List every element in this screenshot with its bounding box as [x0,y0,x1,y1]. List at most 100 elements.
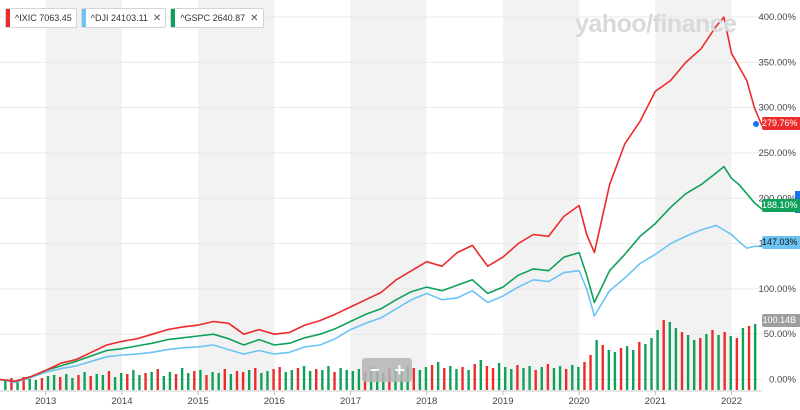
volume-bar [34,380,38,390]
volume-bar [418,370,422,390]
volume-bar [729,336,732,390]
volume-bar [717,335,720,390]
series-endpoint-marker [753,121,759,127]
volume-bar [632,350,635,390]
x-tick-label: 2016 [264,396,285,407]
y-tick-label: 0.00% [769,374,796,385]
volume-bar [296,368,300,390]
y-tick-label: 350.00% [758,57,796,68]
volume-bar [705,334,708,390]
volume-bar [699,338,702,390]
volume-bar [619,348,623,390]
legend-chip-gspc[interactable]: ^GSPC 2640.87 ✕ [170,8,264,28]
volume-bar [680,332,684,390]
volume-bar [327,366,330,390]
volume-bar [662,320,665,390]
volume-bar [638,342,641,390]
volume-bar [491,368,495,390]
legend: ^IXIC 7063.45 ^DJI 24103.11 ✕ ^GSPC 2640… [5,8,264,28]
legend-symbol: ^DJI [90,13,109,23]
close-icon[interactable]: ✕ [152,12,162,24]
volume-bar [40,378,44,390]
volume-bar [101,375,105,390]
volume-bar [650,338,653,390]
year-band [350,0,427,391]
volume-bar [138,375,141,390]
volume-bar [741,328,745,390]
year-bands [45,0,732,391]
legend-chip-dji[interactable]: ^DJI 24103.11 ✕ [80,8,167,28]
volume-bar [119,373,123,390]
gspc-swatch [171,9,176,27]
volume-bar [443,368,446,390]
volume-bar [315,369,318,390]
series-line-ixic [0,16,763,383]
volume-bar [424,367,428,390]
volume-bar [107,371,111,390]
dji-swatch [81,9,86,27]
y-tick-label: 300.00% [758,103,796,114]
volume-bar [540,367,543,390]
volume-bar [528,366,531,390]
y-tick-label: 250.00% [758,148,796,159]
volume-bar [89,376,92,390]
volume-bar [504,367,507,390]
price-lines [0,16,763,384]
volume-bar [95,374,98,390]
volume-bar [132,370,135,390]
volume-bar [52,375,56,390]
volume-bar [351,371,355,390]
volume-bar [187,373,190,390]
volume-bar [229,374,233,390]
volume-bar [71,378,74,390]
volume-bar [613,352,617,390]
volume-bar [473,364,476,390]
volume-bar [467,370,470,390]
zoom-control: − + [362,358,412,382]
volume-bar [357,369,361,390]
y-tick-label: 200.00% [758,193,796,204]
volume-bar [22,377,25,390]
volume-bar [199,370,202,390]
volume-bar [10,378,13,390]
volume-bar [113,377,117,390]
x-tick-label: 2013 [35,396,56,407]
volume-bar [479,360,483,390]
year-band [45,0,122,391]
volume-value-flag: 100.14B [762,314,800,327]
x-tick-label: 2014 [111,396,132,407]
volume-bar [339,368,342,390]
volume-bar [711,330,714,390]
zoom-out-button[interactable]: − [369,360,380,380]
volume-bar [436,362,440,390]
x-tick-label: 2019 [492,396,513,407]
volume-bar [284,372,287,390]
gspc-value-flag: 188.10% [762,199,800,212]
volume-bar [77,375,80,390]
volume-bar [522,368,525,390]
close-icon[interactable]: ✕ [250,12,259,24]
volume-bar [595,340,598,390]
volume-bar [174,374,178,390]
volume-bar [168,372,172,390]
volume-bar [4,380,7,390]
volume-bar [308,371,312,390]
volume-bar [546,364,550,390]
volume-bar [510,369,513,390]
legend-symbol: ^IXIC [15,13,37,23]
volume-bar [126,374,129,390]
dji-value-flag: 147.03% [762,236,800,249]
year-band [655,0,732,391]
volume-bar [345,370,348,390]
legend-chip-ixic[interactable]: ^IXIC 7063.45 [5,8,77,28]
gridlines [0,16,762,380]
volume-bar [558,366,562,390]
volume-bar [430,365,434,390]
volume-bar [193,371,196,390]
volume-bar [735,338,739,390]
volume-bar [656,330,659,390]
volume-bar [65,374,68,390]
zoom-in-button[interactable]: + [394,360,405,380]
volume-bar [625,346,629,390]
